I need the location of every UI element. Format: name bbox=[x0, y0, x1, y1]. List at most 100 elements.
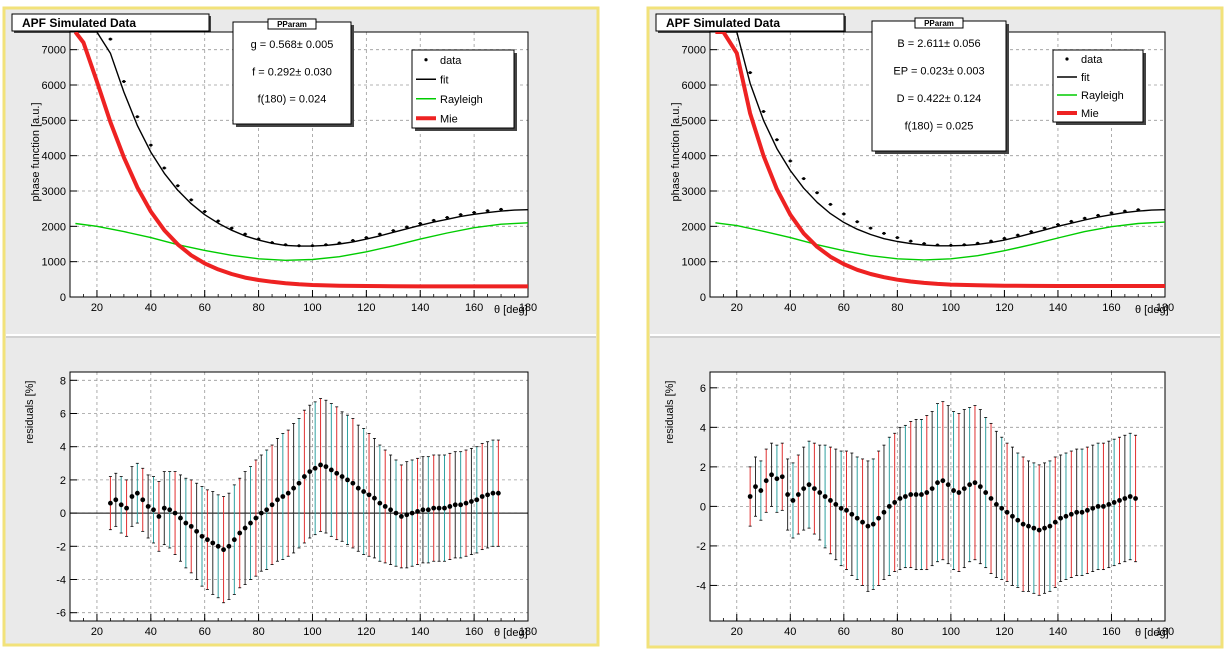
residual-point bbox=[983, 490, 989, 495]
residual-point bbox=[1117, 498, 1122, 503]
data-point bbox=[855, 220, 859, 224]
residual-point bbox=[1026, 523, 1031, 529]
data-point bbox=[418, 222, 422, 226]
x-tick-label: 20 bbox=[91, 626, 103, 638]
residual-point bbox=[334, 470, 340, 476]
data-point bbox=[788, 159, 792, 163]
residual-point bbox=[377, 500, 383, 506]
stats-line: f(180) = 0.025 bbox=[905, 121, 974, 133]
data-point bbox=[762, 110, 766, 113]
data-point bbox=[775, 138, 779, 142]
residual-point bbox=[248, 520, 253, 526]
residual-point bbox=[205, 537, 210, 543]
legend-label: data bbox=[440, 55, 462, 67]
data-point bbox=[108, 37, 112, 41]
residual-point bbox=[870, 521, 876, 527]
residual-point bbox=[1010, 513, 1015, 519]
y-tick-label: 0 bbox=[60, 508, 66, 520]
residual-point bbox=[806, 482, 812, 488]
x-axis-label: θ [deg] bbox=[1135, 304, 1169, 316]
y-tick-label: 6 bbox=[60, 409, 66, 421]
residual-point bbox=[420, 507, 426, 513]
data-point bbox=[405, 225, 409, 229]
residual-point bbox=[442, 505, 447, 511]
x-tick-label: 140 bbox=[1049, 302, 1067, 314]
stats-frame bbox=[871, 20, 1007, 152]
y-tick-label: 8 bbox=[60, 375, 66, 387]
stats-line: g = 0.568± 0.005 bbox=[251, 39, 334, 51]
residual-point bbox=[242, 525, 248, 531]
residual-point bbox=[280, 494, 286, 499]
x-axis-label: θ [deg] bbox=[1135, 627, 1169, 639]
residual-point bbox=[892, 500, 898, 505]
residual-point bbox=[231, 537, 237, 543]
data-point bbox=[895, 236, 899, 240]
residual-point bbox=[312, 465, 318, 471]
residual-point bbox=[1127, 494, 1133, 499]
legend-label: Rayleigh bbox=[1081, 90, 1124, 102]
x-tick-label: 80 bbox=[252, 302, 264, 314]
residual-point bbox=[769, 472, 774, 478]
residual-point bbox=[1015, 517, 1021, 523]
residual-point bbox=[1101, 503, 1106, 509]
residual-point bbox=[779, 474, 785, 480]
residual-point bbox=[838, 505, 844, 511]
residual-point bbox=[431, 505, 437, 511]
data-point bbox=[122, 79, 126, 83]
plot-series bbox=[73, 32, 528, 289]
stats-header-box bbox=[914, 17, 964, 29]
x-tick-label: 60 bbox=[199, 302, 211, 314]
x-tick-label: 40 bbox=[784, 302, 796, 314]
x-tick-label: 60 bbox=[199, 626, 211, 638]
residual-point bbox=[828, 498, 833, 503]
residual-point bbox=[339, 474, 345, 479]
residual-point bbox=[415, 509, 420, 514]
residual-point bbox=[452, 502, 458, 508]
residual-point bbox=[860, 519, 865, 525]
residual-point bbox=[226, 543, 232, 549]
data-point bbox=[909, 239, 913, 243]
y-tick-label: 7000 bbox=[682, 45, 706, 57]
residual-plot-2: 20 40 60 80 100 120 140 160 180 -4 -2 0 2 4 6 residuals… bbox=[664, 371, 1174, 639]
residual-point bbox=[151, 507, 156, 513]
residual-point bbox=[409, 510, 415, 516]
stats-line: f(180) = 0.024 bbox=[258, 94, 327, 106]
x-tick-label: 60 bbox=[838, 626, 850, 638]
series-line-mie bbox=[73, 32, 528, 289]
x-tick-label: 180 bbox=[519, 302, 537, 314]
x-tick-label: 120 bbox=[995, 626, 1013, 638]
data-point bbox=[1002, 236, 1006, 240]
residual-point bbox=[285, 490, 291, 496]
y-tick-label: 1000 bbox=[682, 257, 706, 269]
residual-point bbox=[425, 507, 431, 513]
title-box bbox=[11, 13, 210, 32]
residual-point bbox=[372, 495, 377, 501]
y-tick-label: 7000 bbox=[42, 45, 66, 57]
residual-point bbox=[1047, 523, 1053, 529]
stats-line: f = 0.292± 0.030 bbox=[252, 66, 332, 78]
residual-point bbox=[436, 505, 442, 511]
residual-point bbox=[763, 478, 769, 484]
legend-label: Mie bbox=[1081, 108, 1099, 120]
residual-point bbox=[161, 505, 167, 511]
y-tick-label: 0 bbox=[700, 501, 706, 513]
residual-point bbox=[961, 486, 967, 491]
y-tick-label: 2 bbox=[60, 475, 66, 487]
residual-point bbox=[999, 505, 1005, 511]
series-line-mie bbox=[715, 32, 1165, 288]
x-tick-label: 140 bbox=[411, 302, 429, 314]
residual-point bbox=[172, 510, 178, 516]
residual-point bbox=[865, 523, 871, 529]
residual-point bbox=[876, 515, 882, 521]
residual-point bbox=[318, 462, 323, 468]
residual-point bbox=[993, 502, 999, 507]
y-tick-label: 4 bbox=[60, 442, 66, 454]
data-point bbox=[882, 231, 886, 235]
y-tick-label: -6 bbox=[56, 608, 66, 620]
residual-point bbox=[1122, 496, 1128, 501]
stats-title: PParam bbox=[924, 19, 954, 28]
x-axis-label: θ [deg] bbox=[494, 627, 528, 639]
residual-point bbox=[1106, 502, 1112, 507]
data-point bbox=[1029, 230, 1033, 234]
residual-point bbox=[919, 492, 924, 497]
